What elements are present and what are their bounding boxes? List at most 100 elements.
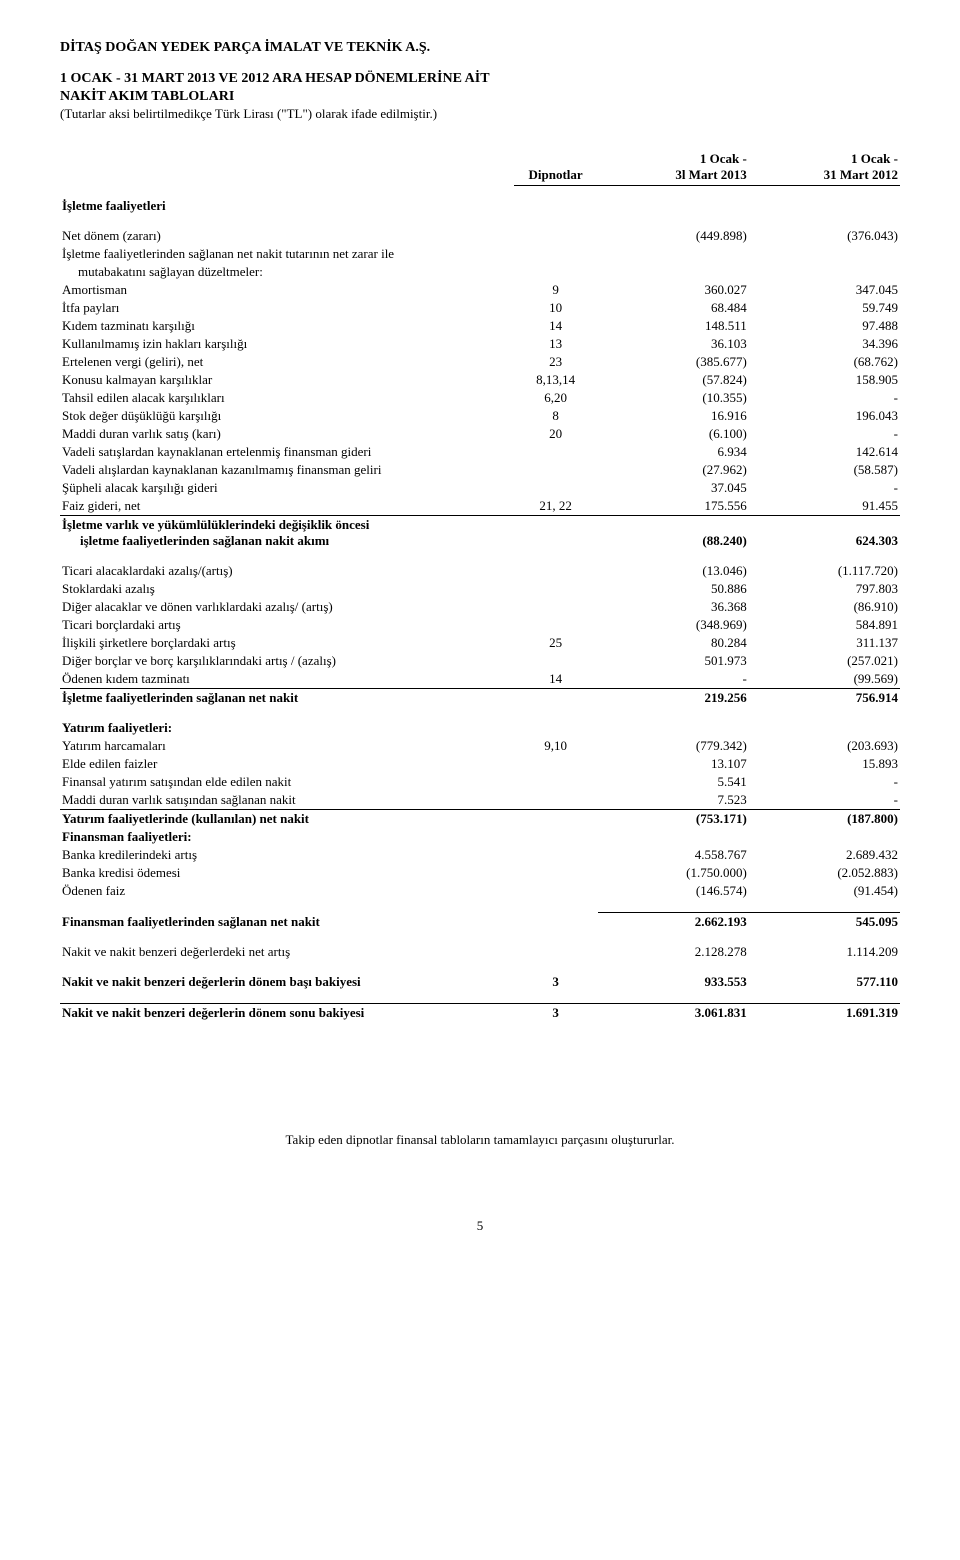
- section-financing: Finansman faaliyetleri:: [60, 828, 900, 846]
- row-note: 9,10: [514, 737, 598, 755]
- row-label: İşletme faaliyetlerinden sağlanan net na…: [60, 245, 514, 263]
- table-row: Yatırım harcamaları9,10(779.342)(203.693…: [60, 737, 900, 755]
- row-value-prior: (86.910): [749, 598, 900, 616]
- table-row: Stoklardaki azalış50.886797.803: [60, 580, 900, 598]
- row-note: 8,13,14: [514, 371, 598, 389]
- fin-total-row: Finansman faaliyetlerinden sağlanan net …: [60, 912, 900, 931]
- table-row: Stok değer düşüklüğü karşılığı816.916196…: [60, 407, 900, 425]
- row-value-current: [598, 263, 749, 281]
- row-label: Şüpheli alacak karşılığı gideri: [60, 479, 514, 497]
- row-value-prior: [749, 263, 900, 281]
- row-label: Stok değer düşüklüğü karşılığı: [60, 407, 514, 425]
- table-row: Finansal yatırım satışından elde edilen …: [60, 773, 900, 791]
- row-value-prior: (91.454): [749, 882, 900, 900]
- section-investing: Yatırım faaliyetleri:: [60, 719, 900, 737]
- row-value-prior: 311.137: [749, 634, 900, 652]
- table-row: İtfa payları1068.48459.749: [60, 299, 900, 317]
- row-note: [514, 461, 598, 479]
- row-value-prior: 797.803: [749, 580, 900, 598]
- row-value-current: (779.342): [598, 737, 749, 755]
- row-note: 14: [514, 670, 598, 689]
- table-row: Ertelenen vergi (geliri), net23(385.677)…: [60, 353, 900, 371]
- row-value-current: 80.284: [598, 634, 749, 652]
- row-value-prior: 2.689.432: [749, 846, 900, 864]
- row-note: [514, 791, 598, 810]
- row-value-current: 16.916: [598, 407, 749, 425]
- report-title: 1 OCAK - 31 MART 2013 VE 2012 ARA HESAP …: [60, 70, 900, 106]
- row-label: Yatırım harcamaları: [60, 737, 514, 755]
- table-row: İşletme faaliyetlerinden sağlanan net na…: [60, 245, 900, 263]
- row-value-prior: 91.455: [749, 497, 900, 516]
- table-header-row: Dipnotlar 1 Ocak -3l Mart 2013 1 Ocak -3…: [60, 150, 900, 186]
- row-value-prior: 142.614: [749, 443, 900, 461]
- row-note: [514, 616, 598, 634]
- table-row: mutabakatını sağlayan düzeltmeler:: [60, 263, 900, 281]
- row-value-current: (348.969): [598, 616, 749, 634]
- table-row: Diğer borçlar ve borç karşılıklarındaki …: [60, 652, 900, 670]
- row-value-current: (385.677): [598, 353, 749, 371]
- row-value-current: 360.027: [598, 281, 749, 299]
- table-row: Diğer alacaklar ve dönen varlıklardaki a…: [60, 598, 900, 616]
- row-value-current: [598, 245, 749, 263]
- row-label: Kıdem tazminatı karşılığı: [60, 317, 514, 335]
- row-value-current: 4.558.767: [598, 846, 749, 864]
- row-value-prior: (376.043): [749, 227, 900, 245]
- row-value-prior: 97.488: [749, 317, 900, 335]
- page-number: 5: [60, 1218, 900, 1234]
- row-note: [514, 882, 598, 900]
- row-note: [514, 598, 598, 616]
- row-value-prior: 34.396: [749, 335, 900, 353]
- report-title-line2: NAKİT AKIM TABLOLARI: [60, 89, 234, 104]
- row-value-current: (146.574): [598, 882, 749, 900]
- table-row: Ticari borçlardaki artış(348.969)584.891: [60, 616, 900, 634]
- row-note: 14: [514, 317, 598, 335]
- row-value-prior: 15.893: [749, 755, 900, 773]
- header-notes: Dipnotlar: [514, 150, 598, 186]
- row-note: [514, 755, 598, 773]
- table-row: Ödenen faiz(146.574)(91.454): [60, 882, 900, 900]
- row-label: İlişkili şirketlere borçlardaki artış: [60, 634, 514, 652]
- row-note: [514, 245, 598, 263]
- row-value-prior: (68.762): [749, 353, 900, 371]
- row-label: Diğer borçlar ve borç karşılıklarındaki …: [60, 652, 514, 670]
- header-col2: 1 Ocak -31 Mart 2012: [749, 150, 900, 186]
- row-value-prior: -: [749, 773, 900, 791]
- row-value-current: 5.541: [598, 773, 749, 791]
- table-row: Ticari alacaklardaki azalış/(artış)(13.0…: [60, 562, 900, 580]
- row-value-current: (1.750.000): [598, 864, 749, 882]
- row-label: Banka kredisi ödemesi: [60, 864, 514, 882]
- row-label: Maddi duran varlık satış (karı): [60, 425, 514, 443]
- row-value-current: (27.962): [598, 461, 749, 479]
- row-value-current: (13.046): [598, 562, 749, 580]
- row-label: Vadeli alışlardan kaynaklanan kazanılmam…: [60, 461, 514, 479]
- table-row: Amortisman9360.027347.045: [60, 281, 900, 299]
- row-value-prior: (2.052.883): [749, 864, 900, 882]
- row-value-current: 6.934: [598, 443, 749, 461]
- row-value-prior: -: [749, 791, 900, 810]
- row-value-current: 175.556: [598, 497, 749, 516]
- row-value-prior: (58.587): [749, 461, 900, 479]
- row-value-prior: 158.905: [749, 371, 900, 389]
- company-name: DİTAŞ DOĞAN YEDEK PARÇA İMALAT VE TEKNİK…: [60, 40, 900, 56]
- row-label: Stoklardaki azalış: [60, 580, 514, 598]
- table-row: Şüpheli alacak karşılığı gideri37.045-: [60, 479, 900, 497]
- table-row: Kıdem tazminatı karşılığı14148.51197.488: [60, 317, 900, 335]
- row-label: Faiz gideri, net: [60, 497, 514, 516]
- row-note: 13: [514, 335, 598, 353]
- row-note: [514, 443, 598, 461]
- ops-total-row: İşletme faaliyetlerinden sağlanan net na…: [60, 688, 900, 707]
- row-value-current: 7.523: [598, 791, 749, 810]
- row-label: Ödenen kıdem tazminatı: [60, 670, 514, 689]
- row-value-current: (10.355): [598, 389, 749, 407]
- row-value-current: (57.824): [598, 371, 749, 389]
- row-value-prior: [749, 245, 900, 263]
- row-note: 6,20: [514, 389, 598, 407]
- table-row: Faiz gideri, net21, 22175.55691.455: [60, 497, 900, 516]
- inv-total-row: Yatırım faaliyetlerinde (kullanılan) net…: [60, 809, 900, 828]
- row-value-current: (449.898): [598, 227, 749, 245]
- row-note: 21, 22: [514, 497, 598, 516]
- row-label: Tahsil edilen alacak karşılıkları: [60, 389, 514, 407]
- footnote: Takip eden dipnotlar finansal tabloların…: [60, 1132, 900, 1148]
- ending-balance-row: Nakit ve nakit benzeri değerlerin dönem …: [60, 1003, 900, 1022]
- row-note: [514, 864, 598, 882]
